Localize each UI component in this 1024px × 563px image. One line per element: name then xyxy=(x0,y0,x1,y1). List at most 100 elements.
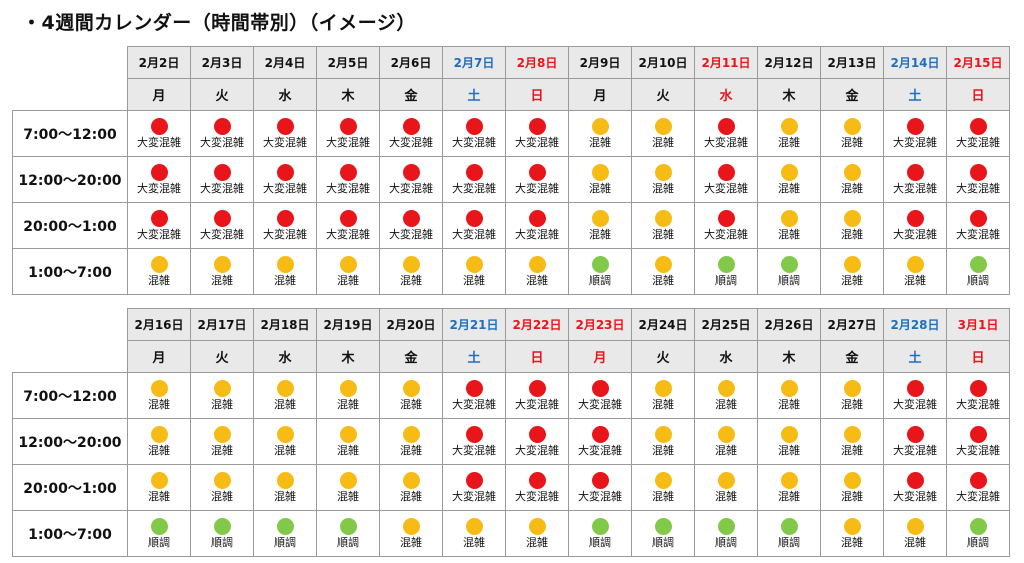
congestion-cell: 混雑 xyxy=(757,464,821,511)
congestion-cell: 混雑 xyxy=(820,372,884,419)
congestion-cell: 混雑 xyxy=(253,372,317,419)
congestion-cell: 混雑 xyxy=(757,202,821,249)
congestion-cell: 混雑 xyxy=(820,248,884,295)
status-label: 大変混雑 xyxy=(326,182,370,195)
status-label: 大変混雑 xyxy=(326,228,370,241)
status-dot-icon xyxy=(906,164,924,181)
congestion-cell: 大変混雑 xyxy=(568,372,632,419)
congestion-cell: 混雑 xyxy=(757,156,821,203)
status-label: 大変混雑 xyxy=(893,490,937,503)
congestion-cell: 順調 xyxy=(946,510,1010,557)
status-label: 混雑 xyxy=(274,490,296,503)
weekday-header: 木 xyxy=(757,78,821,111)
status-dot-icon xyxy=(213,210,231,227)
congestion-cell: 大変混雑 xyxy=(946,372,1010,419)
date-header: 2月24日 xyxy=(631,308,695,341)
status-dot-icon xyxy=(465,380,483,397)
status-label: 大変混雑 xyxy=(515,398,559,411)
congestion-cell: 大変混雑 xyxy=(694,156,758,203)
status-dot-icon xyxy=(150,380,168,397)
congestion-cell: 大変混雑 xyxy=(568,464,632,511)
status-dot-icon xyxy=(780,518,798,535)
weekday-header: 月 xyxy=(568,78,632,111)
status-dot-icon xyxy=(465,426,483,443)
status-dot-icon xyxy=(717,380,735,397)
date-header: 2月21日 xyxy=(442,308,506,341)
congestion-cell: 大変混雑 xyxy=(379,110,443,157)
weekday-header: 金 xyxy=(820,340,884,373)
status-label: 混雑 xyxy=(904,536,926,549)
header-corner xyxy=(13,79,128,111)
status-dot-icon xyxy=(780,210,798,227)
time-slot-row: 12:00～20:00 大変混雑 大変混雑 大変混雑 大変混雑 大変混雑 大変混雑 大変混雑 混… xyxy=(12,156,1010,203)
status-dot-icon xyxy=(150,164,168,181)
date-header: 2月27日 xyxy=(820,308,884,341)
status-dot-icon xyxy=(339,210,357,227)
status-dot-icon xyxy=(150,256,168,273)
status-dot-icon xyxy=(591,256,609,273)
status-dot-icon xyxy=(969,164,987,181)
header-corner xyxy=(13,341,128,373)
status-label: 大変混雑 xyxy=(893,228,937,241)
congestion-cell: 順調 xyxy=(190,510,254,557)
time-slot-row: 1:00～7:00 混雑 混雑 混雑 混雑 混雑 混雑 混雑 順調 混雑 順調 順調 混雑 混雑 順調 xyxy=(12,248,1010,295)
congestion-cell: 混雑 xyxy=(505,510,569,557)
time-slot-row: 1:00～7:00 順調 順調 順調 順調 混雑 混雑 混雑 順調 順調 順調 順調 混雑 混雑 順調 xyxy=(12,510,1010,557)
time-slot-label: 12:00～20:00 xyxy=(12,418,128,465)
status-dot-icon xyxy=(843,256,861,273)
congestion-cell: 混雑 xyxy=(127,418,191,465)
congestion-cell: 混雑 xyxy=(757,110,821,157)
status-dot-icon xyxy=(465,518,483,535)
status-label: 混雑 xyxy=(211,490,233,503)
congestion-cell: 混雑 xyxy=(568,156,632,203)
date-header: 3月1日 xyxy=(946,308,1010,341)
status-label: 混雑 xyxy=(652,490,674,503)
status-label: 混雑 xyxy=(400,398,422,411)
status-dot-icon xyxy=(276,380,294,397)
status-label: 混雑 xyxy=(652,398,674,411)
status-label: 混雑 xyxy=(589,228,611,241)
congestion-cell: 大変混雑 xyxy=(127,202,191,249)
status-dot-icon xyxy=(717,472,735,489)
status-dot-icon xyxy=(843,380,861,397)
status-dot-icon xyxy=(276,164,294,181)
status-dot-icon xyxy=(717,164,735,181)
status-label: 順調 xyxy=(652,536,674,549)
status-dot-icon xyxy=(402,426,420,443)
status-label: 混雑 xyxy=(652,444,674,457)
date-header: 2月16日 xyxy=(127,308,191,341)
congestion-cell: 混雑 xyxy=(631,464,695,511)
congestion-cell: 大変混雑 xyxy=(505,372,569,419)
status-dot-icon xyxy=(528,210,546,227)
congestion-cell: 混雑 xyxy=(442,248,506,295)
congestion-cell: 大変混雑 xyxy=(883,464,947,511)
status-label: 混雑 xyxy=(400,536,422,549)
date-header: 2月10日 xyxy=(631,46,695,79)
status-label: 順調 xyxy=(967,274,989,287)
status-dot-icon xyxy=(213,256,231,273)
status-label: 大変混雑 xyxy=(263,136,307,149)
status-label: 大変混雑 xyxy=(137,228,181,241)
date-header: 2月26日 xyxy=(757,308,821,341)
date-header: 2月11日 xyxy=(694,46,758,79)
congestion-cell: 混雑 xyxy=(190,418,254,465)
congestion-cell: 混雑 xyxy=(379,372,443,419)
congestion-cell: 大変混雑 xyxy=(505,156,569,203)
congestion-cell: 混雑 xyxy=(442,510,506,557)
status-dot-icon xyxy=(591,164,609,181)
congestion-cell: 混雑 xyxy=(253,248,317,295)
time-slot-label: 7:00～12:00 xyxy=(12,110,128,157)
status-label: 混雑 xyxy=(400,274,422,287)
weekday-header: 木 xyxy=(316,78,380,111)
weekday-header: 火 xyxy=(631,78,695,111)
date-header: 2月8日 xyxy=(505,46,569,79)
status-dot-icon xyxy=(465,210,483,227)
status-dot-icon xyxy=(528,472,546,489)
status-label: 大変混雑 xyxy=(389,182,433,195)
status-label: 順調 xyxy=(589,536,611,549)
status-dot-icon xyxy=(717,118,735,135)
status-dot-icon xyxy=(969,426,987,443)
congestion-cell: 順調 xyxy=(694,248,758,295)
status-dot-icon xyxy=(339,380,357,397)
status-label: 混雑 xyxy=(904,274,926,287)
